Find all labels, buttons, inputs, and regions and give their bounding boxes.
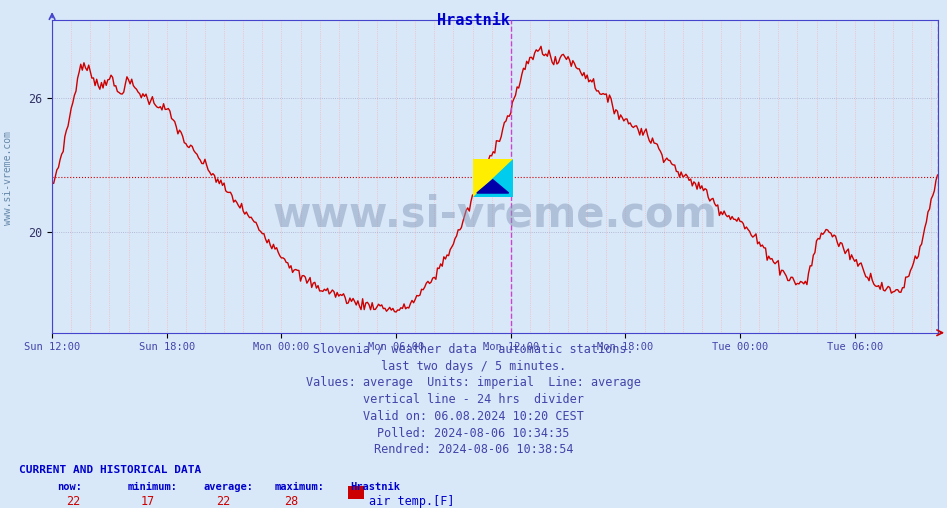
Text: average:: average: [204,482,254,492]
Text: now:: now: [57,482,81,492]
Text: Hrastnik: Hrastnik [350,482,401,492]
Text: 17: 17 [140,495,154,508]
Text: last two days / 5 minutes.: last two days / 5 minutes. [381,360,566,373]
Text: Valid on: 06.08.2024 10:20 CEST: Valid on: 06.08.2024 10:20 CEST [363,410,584,423]
Polygon shape [477,180,509,193]
Text: Hrastnik: Hrastnik [437,13,510,28]
Text: 28: 28 [284,495,298,508]
Text: 22: 22 [66,495,80,508]
Text: CURRENT AND HISTORICAL DATA: CURRENT AND HISTORICAL DATA [19,465,201,475]
Text: Values: average  Units: imperial  Line: average: Values: average Units: imperial Line: av… [306,376,641,390]
Text: vertical line - 24 hrs  divider: vertical line - 24 hrs divider [363,393,584,406]
Polygon shape [473,159,512,197]
Text: minimum:: minimum: [128,482,178,492]
Text: Polled: 2024-08-06 10:34:35: Polled: 2024-08-06 10:34:35 [377,427,570,440]
Text: Slovenia / weather data - automatic stations.: Slovenia / weather data - automatic stat… [313,343,634,356]
Text: 22: 22 [216,495,230,508]
Text: www.si-vreme.com: www.si-vreme.com [273,193,717,235]
Text: Rendred: 2024-08-06 10:38:54: Rendred: 2024-08-06 10:38:54 [374,443,573,457]
Text: maximum:: maximum: [275,482,325,492]
Text: air temp.[F]: air temp.[F] [369,495,455,508]
Polygon shape [473,159,512,197]
Text: www.si-vreme.com: www.si-vreme.com [3,131,13,225]
